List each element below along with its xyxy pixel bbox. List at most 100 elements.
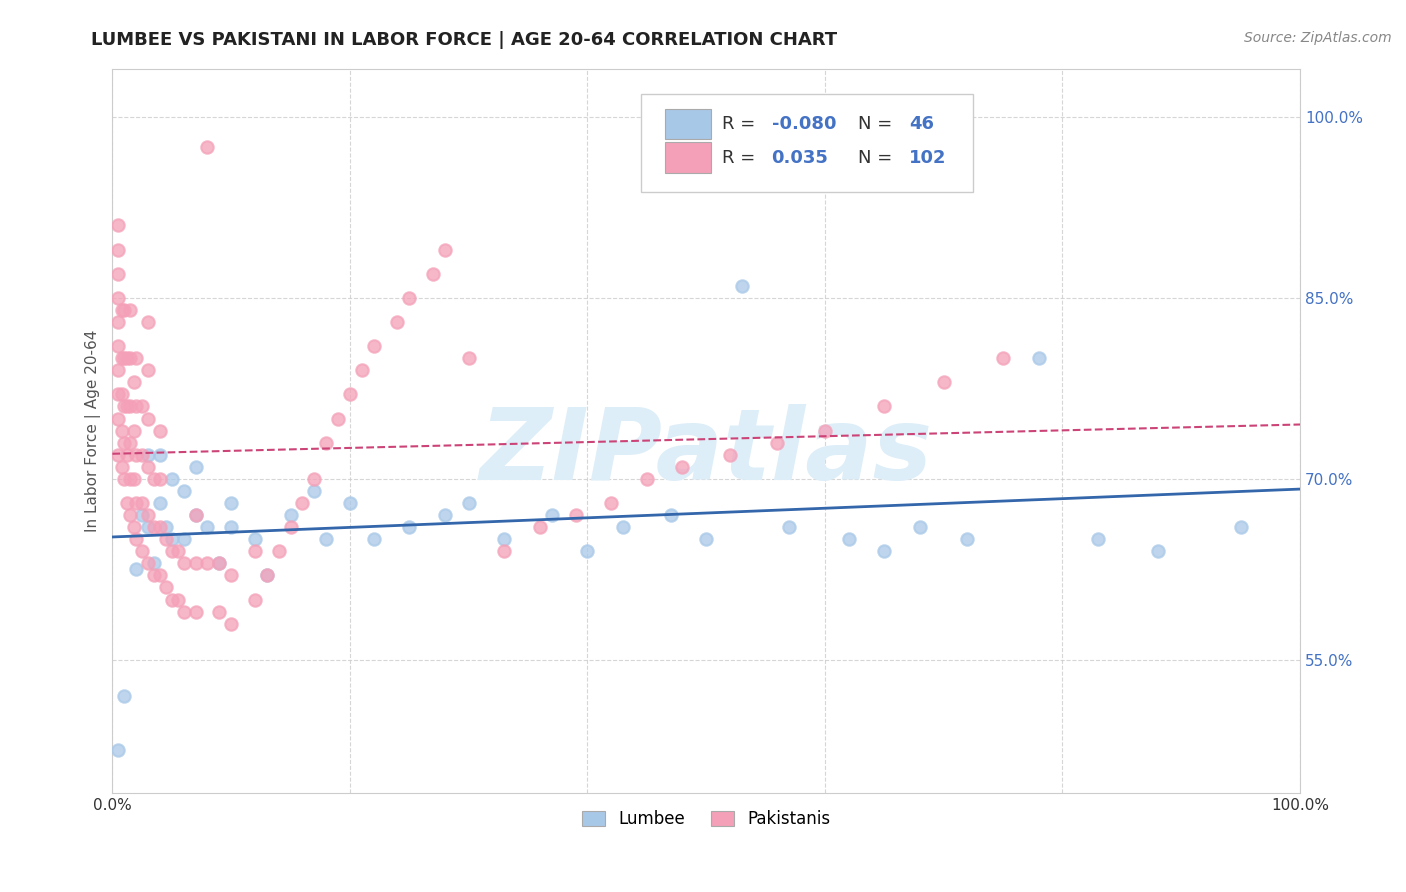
Point <box>256 568 278 582</box>
Y-axis label: In Labor Force | Age 20-64: In Labor Force | Age 20-64 <box>86 329 101 532</box>
Point <box>173 483 195 498</box>
Point <box>243 544 266 558</box>
Point <box>304 483 326 498</box>
Point <box>219 520 242 534</box>
Point <box>125 496 148 510</box>
Point <box>173 557 195 571</box>
Point <box>280 508 302 522</box>
Point <box>208 557 231 571</box>
Point <box>932 376 955 390</box>
Text: Source: ZipAtlas.com: Source: ZipAtlas.com <box>1244 31 1392 45</box>
Point <box>315 532 337 546</box>
Point <box>433 508 456 522</box>
Point <box>136 448 159 462</box>
Point <box>873 400 896 414</box>
Point <box>219 616 242 631</box>
Point <box>111 351 134 366</box>
Point <box>166 592 188 607</box>
Point <box>173 605 195 619</box>
Text: LUMBEE VS PAKISTANI IN LABOR FORCE | AGE 20-64 CORRELATION CHART: LUMBEE VS PAKISTANI IN LABOR FORCE | AGE… <box>91 31 838 49</box>
Point <box>540 508 562 522</box>
Point <box>208 605 231 619</box>
Point <box>107 219 129 233</box>
Point <box>111 459 134 474</box>
Point <box>529 520 551 534</box>
FancyBboxPatch shape <box>665 143 711 173</box>
Point <box>149 448 172 462</box>
Point <box>304 472 326 486</box>
Point <box>612 520 634 534</box>
Point <box>600 496 623 510</box>
Point <box>1229 520 1251 534</box>
Point <box>112 435 135 450</box>
Point <box>219 496 242 510</box>
Point <box>131 496 153 510</box>
Point <box>778 520 800 534</box>
Point <box>243 532 266 546</box>
Point <box>219 568 242 582</box>
Point <box>111 424 134 438</box>
Point <box>956 532 979 546</box>
Point <box>155 532 177 546</box>
Point <box>143 557 166 571</box>
Point <box>136 315 159 329</box>
Point <box>131 544 153 558</box>
Point <box>122 472 145 486</box>
Point <box>136 459 159 474</box>
Point <box>457 351 479 366</box>
Point <box>280 520 302 534</box>
Point <box>149 496 172 510</box>
Point <box>433 243 456 257</box>
Point <box>120 351 142 366</box>
Point <box>315 435 337 450</box>
Point <box>873 544 896 558</box>
Point <box>766 435 789 450</box>
Point <box>107 411 129 425</box>
Point <box>363 339 385 353</box>
Point <box>149 520 172 534</box>
Point <box>122 376 145 390</box>
Point <box>136 508 159 522</box>
Point <box>122 520 145 534</box>
Point <box>350 363 373 377</box>
Point <box>107 243 129 257</box>
Point <box>112 302 135 317</box>
Text: 0.035: 0.035 <box>772 149 828 167</box>
Point <box>166 544 188 558</box>
Point <box>120 400 142 414</box>
Point <box>107 448 129 462</box>
Point <box>671 459 693 474</box>
Point <box>718 448 741 462</box>
Point <box>197 140 219 154</box>
Point <box>731 278 754 293</box>
Text: 46: 46 <box>910 115 935 133</box>
Point <box>457 496 479 510</box>
Point <box>115 351 138 366</box>
FancyBboxPatch shape <box>665 109 711 139</box>
Point <box>107 363 129 377</box>
Point <box>695 532 717 546</box>
Text: ZIPatlas: ZIPatlas <box>479 404 932 500</box>
Point <box>120 508 142 522</box>
Point <box>112 400 135 414</box>
Point <box>422 267 444 281</box>
Point <box>115 496 138 510</box>
Point <box>107 315 129 329</box>
Point <box>243 592 266 607</box>
Point <box>125 351 148 366</box>
Text: 102: 102 <box>910 149 946 167</box>
Point <box>120 302 142 317</box>
Point <box>143 520 166 534</box>
Point <box>107 339 129 353</box>
Point <box>131 400 153 414</box>
Point <box>149 472 172 486</box>
Point <box>120 435 142 450</box>
Point <box>197 557 219 571</box>
Point <box>160 592 183 607</box>
Point <box>143 568 166 582</box>
Text: R =: R = <box>721 115 761 133</box>
Point <box>125 562 148 576</box>
Point <box>122 424 145 438</box>
Point <box>1028 351 1050 366</box>
Point <box>184 605 207 619</box>
